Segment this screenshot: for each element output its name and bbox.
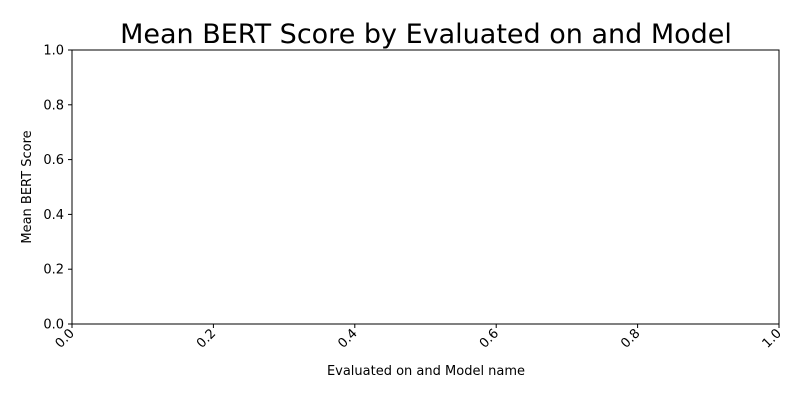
y-tick-label: 0.8 bbox=[43, 98, 64, 113]
plot-frame bbox=[71, 49, 780, 325]
x-tick-label: 0.8 bbox=[618, 326, 643, 351]
chart-title: Mean BERT Score by Evaluated on and Mode… bbox=[120, 19, 732, 50]
x-axis-label: Evaluated on and Model name bbox=[327, 364, 525, 379]
plot-area bbox=[71, 49, 780, 325]
y-axis-ticks: 0.0 0.2 0.4 0.6 0.8 1.0 bbox=[43, 44, 72, 333]
y-tick-label: 0.6 bbox=[43, 153, 64, 168]
y-tick-label: 0.4 bbox=[43, 208, 64, 223]
y-tick-label: 1.0 bbox=[43, 44, 64, 59]
x-axis-ticks: 0.0 0.2 0.4 0.6 0.8 1.0 bbox=[53, 324, 785, 351]
x-tick-label: 0.6 bbox=[477, 326, 502, 351]
x-tick-label: 0.4 bbox=[335, 326, 360, 351]
y-tick-label: 0.0 bbox=[43, 318, 64, 333]
x-tick-label: 1.0 bbox=[760, 326, 785, 351]
x-tick-label: 0.2 bbox=[194, 326, 219, 351]
y-axis-label: Mean BERT Score bbox=[20, 130, 35, 243]
y-tick-label: 0.2 bbox=[43, 263, 64, 278]
